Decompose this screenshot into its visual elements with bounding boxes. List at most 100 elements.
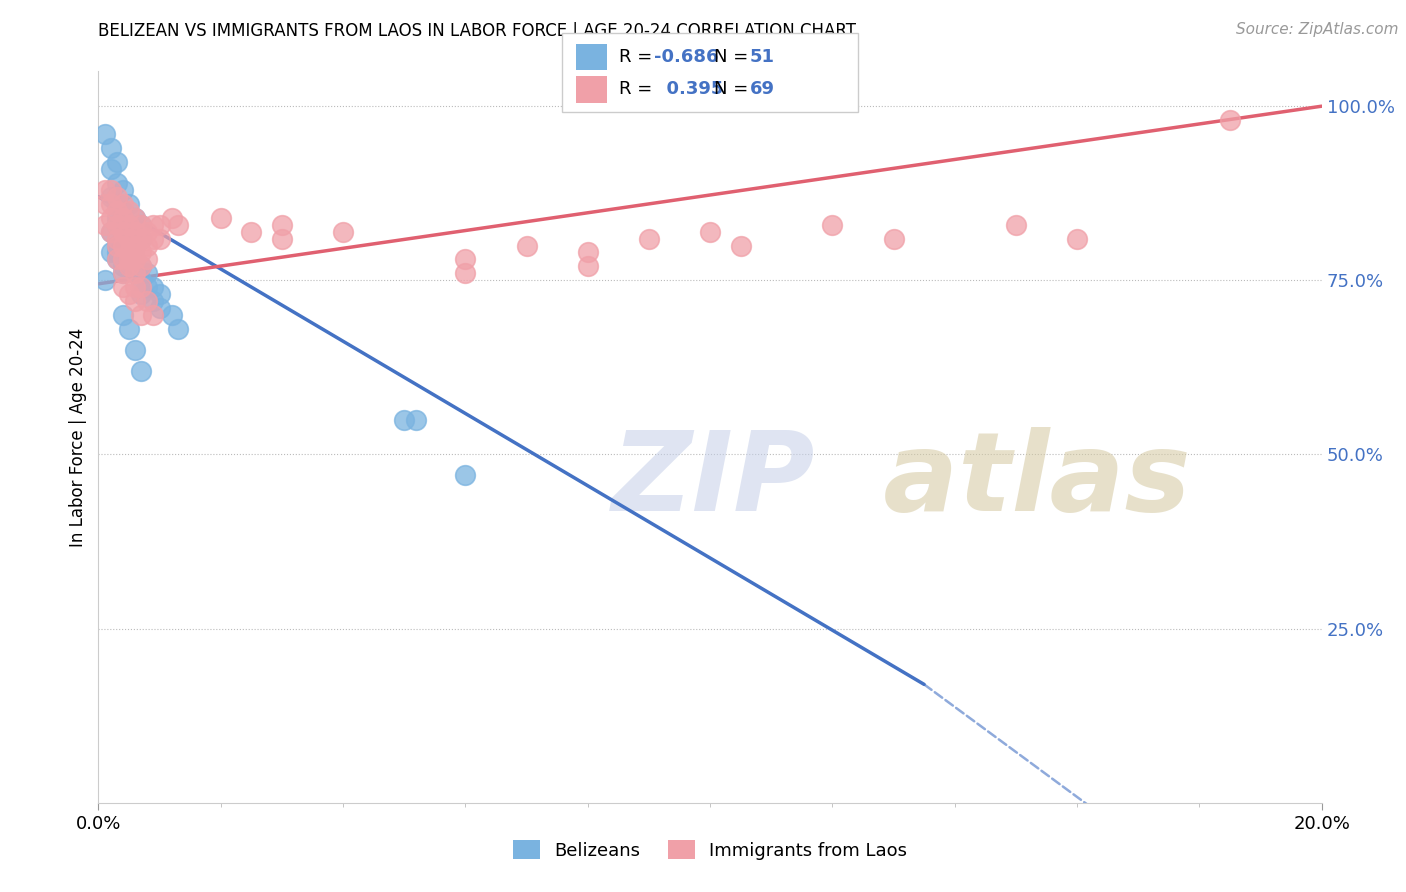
Point: [124, 225, 146, 239]
Text: N =: N =: [714, 80, 754, 98]
Point: [105, 196, 128, 211]
Point: [105, 176, 128, 190]
Point: [124, 225, 146, 239]
Point: [516, 238, 538, 252]
Point: [105, 218, 128, 232]
Point: [637, 231, 661, 245]
Point: [699, 225, 721, 239]
Point: [160, 211, 183, 225]
Point: [129, 280, 152, 294]
Point: [136, 266, 159, 280]
Point: [149, 287, 172, 301]
Point: [124, 252, 146, 267]
Point: [105, 211, 128, 225]
Point: [167, 218, 190, 232]
Point: [129, 273, 152, 287]
Point: [270, 218, 292, 232]
Point: [129, 287, 152, 301]
Point: [1219, 113, 1241, 128]
Point: [118, 245, 141, 260]
Point: [129, 308, 152, 322]
Point: [100, 196, 122, 211]
Point: [124, 252, 146, 267]
Point: [1004, 218, 1026, 232]
Point: [454, 468, 477, 483]
Point: [129, 218, 152, 232]
Point: [93, 218, 115, 232]
Point: [332, 225, 354, 239]
Point: [124, 343, 146, 357]
Point: [124, 238, 146, 252]
Point: [100, 211, 122, 225]
Point: [883, 231, 905, 245]
Point: [105, 190, 128, 204]
Point: [129, 260, 152, 274]
Point: [149, 218, 172, 232]
Text: 51: 51: [749, 48, 775, 66]
Point: [111, 203, 134, 218]
Point: [124, 266, 146, 280]
Point: [405, 412, 427, 426]
Text: R =: R =: [619, 48, 658, 66]
Point: [129, 218, 152, 232]
Point: [240, 225, 263, 239]
Point: [111, 245, 134, 260]
Point: [576, 245, 599, 260]
Point: [105, 231, 128, 245]
Point: [111, 280, 134, 294]
Point: [270, 231, 292, 245]
Point: [93, 183, 115, 197]
Point: [118, 252, 141, 267]
Point: [105, 245, 128, 260]
Point: [124, 294, 146, 309]
Text: ZIP: ZIP: [612, 427, 815, 534]
Point: [100, 161, 122, 176]
Point: [105, 238, 128, 252]
Point: [167, 322, 190, 336]
Point: [124, 211, 146, 225]
Point: [136, 252, 159, 267]
Point: [730, 238, 752, 252]
Point: [111, 211, 134, 225]
Point: [136, 225, 159, 239]
Point: [111, 225, 134, 239]
Point: [111, 266, 134, 280]
Point: [111, 260, 134, 274]
Point: [111, 183, 134, 197]
Y-axis label: In Labor Force | Age 20-24: In Labor Force | Age 20-24: [69, 327, 87, 547]
Point: [100, 183, 122, 197]
Point: [111, 196, 134, 211]
Point: [118, 218, 141, 232]
Point: [100, 141, 122, 155]
Text: Source: ZipAtlas.com: Source: ZipAtlas.com: [1236, 22, 1399, 37]
Point: [124, 211, 146, 225]
Point: [105, 218, 128, 232]
Point: [129, 231, 152, 245]
Text: 0.395: 0.395: [654, 80, 723, 98]
Point: [142, 218, 165, 232]
Point: [118, 287, 141, 301]
Point: [124, 280, 146, 294]
Point: [142, 280, 165, 294]
Point: [129, 260, 152, 274]
Point: [111, 252, 134, 267]
Point: [111, 308, 134, 322]
Point: [118, 260, 141, 274]
Point: [111, 218, 134, 232]
Point: [118, 231, 141, 245]
Point: [124, 266, 146, 280]
Text: N =: N =: [714, 48, 754, 66]
Point: [209, 211, 232, 225]
Point: [111, 266, 134, 280]
Point: [118, 322, 141, 336]
Point: [118, 231, 141, 245]
Point: [100, 245, 122, 260]
Point: [105, 252, 128, 267]
Point: [129, 245, 152, 260]
Point: [576, 260, 599, 274]
Point: [100, 225, 122, 239]
Point: [100, 190, 122, 204]
Point: [454, 266, 477, 280]
Legend: Belizeans, Immigrants from Laos: Belizeans, Immigrants from Laos: [506, 833, 914, 867]
Point: [454, 252, 477, 267]
